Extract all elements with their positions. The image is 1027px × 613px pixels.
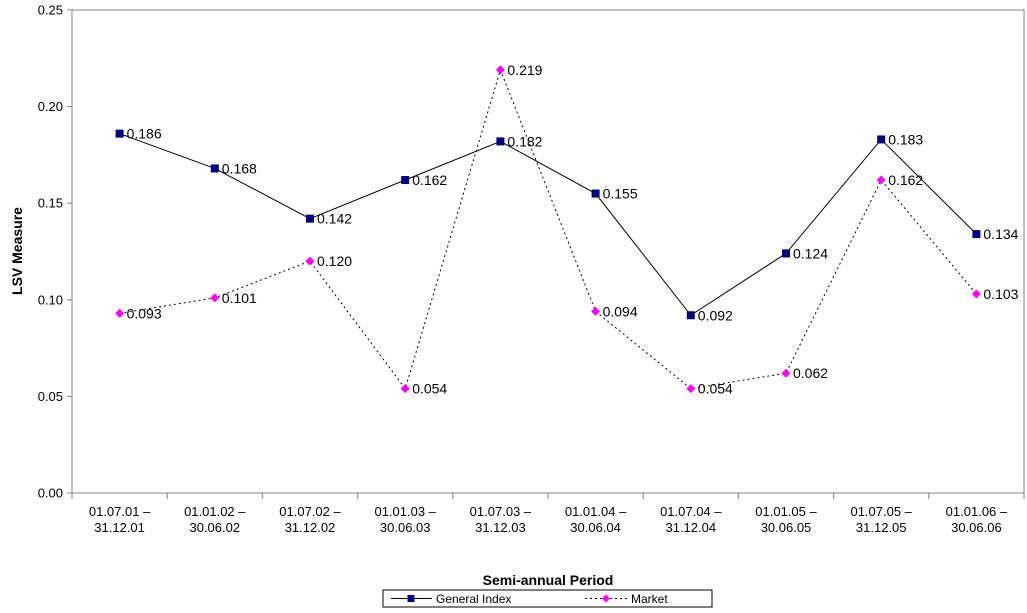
data-label-general-index: 0.124 bbox=[793, 245, 828, 261]
x-tick-label: 30.06.02 bbox=[189, 520, 240, 535]
data-label-market: 0.093 bbox=[127, 305, 162, 321]
data-point-market bbox=[495, 65, 505, 75]
x-tick-label: 30.06.06 bbox=[951, 520, 1002, 535]
data-point-general-index bbox=[686, 311, 695, 320]
legend-box bbox=[382, 589, 713, 608]
data-label-general-index: 0.162 bbox=[412, 172, 447, 188]
data-point-market bbox=[876, 175, 886, 185]
series-layer bbox=[115, 65, 981, 394]
data-point-general-index bbox=[591, 189, 600, 198]
data-label-general-index: 0.134 bbox=[983, 226, 1018, 242]
legend-marker-market bbox=[602, 594, 610, 603]
x-tick-label: 01.01.02 – bbox=[184, 504, 246, 519]
data-label-general-index: 0.092 bbox=[698, 307, 733, 323]
x-tick-label: 30.06.03 bbox=[380, 520, 431, 535]
data-point-general-index bbox=[972, 230, 981, 239]
data-label-general-index: 0.186 bbox=[127, 126, 162, 142]
x-tick-label: 31.12.01 bbox=[94, 520, 145, 535]
y-tick-label: 0.20 bbox=[38, 99, 63, 114]
x-tick-label: 01.01.05 – bbox=[755, 504, 817, 519]
x-axis-title: Semi-annual Period bbox=[483, 572, 614, 588]
data-point-general-index bbox=[115, 129, 124, 138]
x-tick-label: 31.12.04 bbox=[665, 520, 716, 535]
data-label-market: 0.054 bbox=[698, 381, 733, 397]
data-point-market bbox=[115, 308, 125, 318]
y-tick-label: 0.05 bbox=[38, 389, 63, 404]
x-tick-label: 01.01.06 – bbox=[946, 504, 1008, 519]
series-line-market bbox=[119, 68, 977, 390]
x-tick-label: 01.07.02 – bbox=[279, 504, 341, 519]
data-label-market: 0.219 bbox=[507, 62, 542, 78]
data-label-market: 0.101 bbox=[222, 290, 257, 306]
data-point-general-index bbox=[496, 137, 505, 146]
data-point-market bbox=[781, 368, 791, 378]
data-point-market bbox=[686, 384, 696, 394]
data-label-market: 0.094 bbox=[603, 303, 638, 319]
data-label-general-index: 0.182 bbox=[507, 133, 542, 149]
series-line-general-index bbox=[119, 133, 977, 316]
x-tick-label: 01.07.01 – bbox=[89, 504, 151, 519]
data-label-market: 0.062 bbox=[793, 365, 828, 381]
data-point-general-index bbox=[877, 135, 886, 144]
data-point-market bbox=[591, 306, 601, 316]
data-point-market bbox=[210, 293, 220, 303]
legend-item-market: Market bbox=[585, 592, 668, 606]
x-tick-label: 01.07.03 – bbox=[470, 504, 532, 519]
y-tick-label: 0.15 bbox=[38, 196, 63, 211]
data-point-general-index bbox=[782, 249, 790, 258]
y-tick-label: 0.10 bbox=[38, 292, 63, 307]
x-tick-label: 01.07.05 – bbox=[850, 504, 912, 519]
data-label-general-index: 0.142 bbox=[317, 211, 352, 227]
x-tick-label: 31.12.03 bbox=[475, 520, 526, 535]
data-point-market bbox=[400, 384, 410, 394]
legend: General Index Market bbox=[382, 589, 713, 608]
legend-label-market: Market bbox=[631, 592, 668, 606]
data-label-general-index: 0.183 bbox=[888, 131, 923, 147]
y-tick-label: 0.00 bbox=[38, 486, 63, 501]
data-point-general-index bbox=[306, 214, 314, 223]
legend-marker-general-index bbox=[407, 595, 415, 602]
data-label-market: 0.120 bbox=[317, 253, 352, 269]
x-tick-label: 30.06.04 bbox=[570, 520, 621, 535]
data-label-market: 0.103 bbox=[983, 286, 1018, 302]
data-point-market bbox=[305, 256, 315, 266]
x-tick-label: 01.07.04 – bbox=[660, 504, 722, 519]
data-point-general-index bbox=[210, 164, 219, 173]
data-labels: 0.093 0.101 0.120 0.054 0.219 0.094 0.054 0.062… bbox=[127, 62, 1019, 397]
data-label-general-index: 0.155 bbox=[603, 186, 638, 202]
x-tick-label: 01.01.04 – bbox=[565, 504, 627, 519]
y-axis-title: LSV Measure bbox=[9, 207, 25, 295]
data-point-general-index bbox=[401, 176, 410, 185]
data-label-general-index: 0.168 bbox=[222, 160, 257, 176]
x-tick-label: 31.12.02 bbox=[285, 520, 336, 535]
x-tick-label: 31.12.05 bbox=[856, 520, 907, 535]
legend-item-general-index: General Index bbox=[391, 592, 511, 606]
data-label-market: 0.162 bbox=[888, 172, 923, 188]
x-tick-label: 01.01.03 – bbox=[374, 504, 436, 519]
data-label-market: 0.054 bbox=[412, 381, 447, 397]
plot-area bbox=[71, 9, 1025, 494]
data-point-market bbox=[971, 289, 981, 299]
legend-label-general-index: General Index bbox=[436, 592, 511, 606]
x-tick-label: 30.06.05 bbox=[761, 520, 812, 535]
y-tick-label: 0.25 bbox=[38, 3, 63, 18]
